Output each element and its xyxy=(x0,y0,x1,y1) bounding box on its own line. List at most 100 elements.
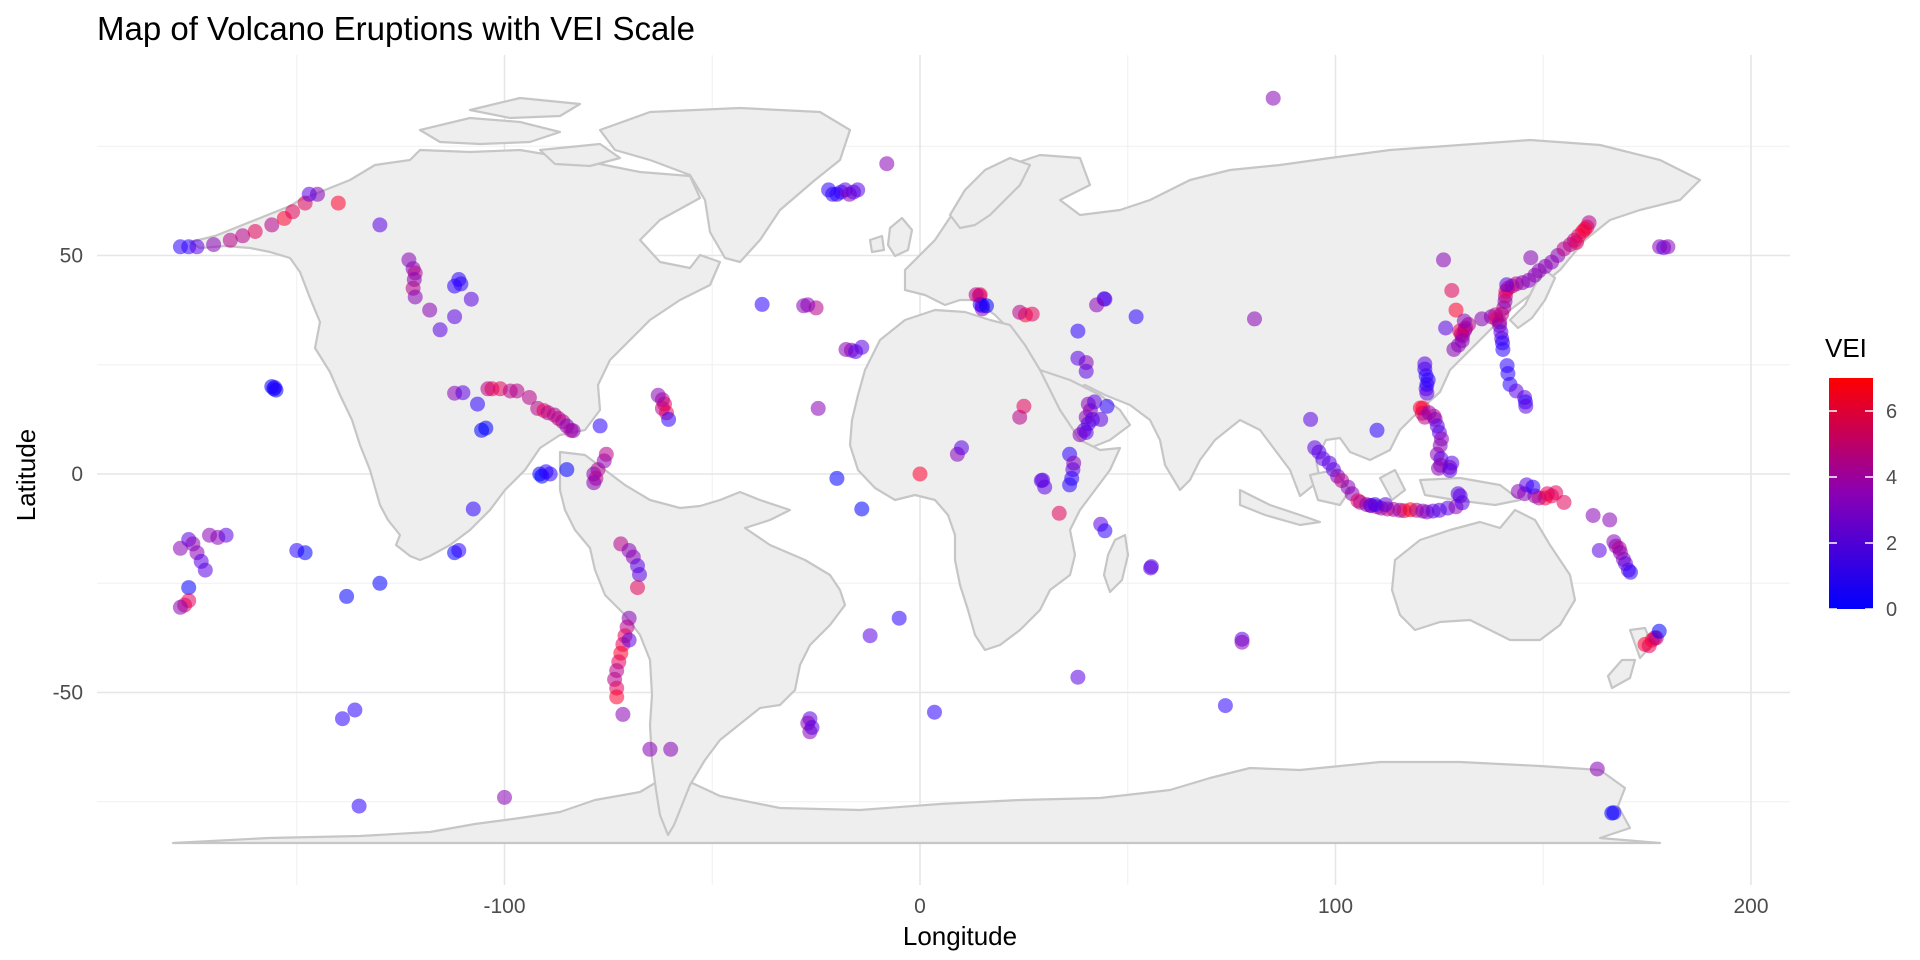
eruption-point xyxy=(1452,488,1468,504)
eruption-point xyxy=(1525,479,1541,495)
eruption-point xyxy=(661,411,677,427)
eruption-point xyxy=(451,543,467,558)
eruption-point xyxy=(615,706,631,722)
eruption-point xyxy=(1070,350,1086,366)
eruption-point xyxy=(206,237,222,253)
eruption-point xyxy=(754,296,770,312)
eruption-point xyxy=(642,741,658,757)
eruption-point xyxy=(1623,564,1638,580)
eruption-point xyxy=(810,400,826,416)
land-maritime-asia xyxy=(1238,468,1522,527)
eruption-point xyxy=(372,575,388,591)
eruption-point xyxy=(862,628,878,644)
eruption-point xyxy=(1591,543,1607,558)
eruption-point xyxy=(1438,320,1454,336)
eruption-point xyxy=(663,741,679,757)
eruption-point xyxy=(330,195,346,211)
legend-colorbar xyxy=(1829,378,1873,609)
land-north-america xyxy=(188,148,722,562)
eruption-point xyxy=(1577,221,1593,237)
x-tick-label: -100 xyxy=(483,895,525,918)
legend-ticks: 0 2 4 6 xyxy=(1829,401,1897,621)
legend-tick-label: 4 xyxy=(1886,467,1897,489)
eruption-point xyxy=(1444,283,1460,298)
eruption-point xyxy=(1369,422,1385,438)
y-tick-label: 50 xyxy=(60,245,83,268)
eruption-point xyxy=(800,297,816,313)
eruption-point xyxy=(297,545,313,561)
eruption-point xyxy=(478,420,494,436)
x-axis-title: Longitude xyxy=(903,921,1017,951)
eruption-point xyxy=(407,289,423,305)
eruption-point xyxy=(821,182,837,198)
eruption-point xyxy=(1234,634,1250,650)
eruption-point xyxy=(1016,398,1032,414)
eruption-point xyxy=(1087,394,1102,410)
eruption-point xyxy=(1589,761,1605,777)
eruption-point xyxy=(235,228,251,244)
land-south-america xyxy=(558,450,847,837)
eruption-point xyxy=(586,475,602,491)
eruption-point xyxy=(1078,425,1094,440)
eruption-point xyxy=(1604,805,1620,821)
y-axis-ticks: -50 0 50 xyxy=(53,245,83,705)
world-land xyxy=(171,96,1702,845)
eruption-point xyxy=(1093,411,1109,427)
eruption-point xyxy=(1431,460,1446,476)
legend: VEI 0 2 4 6 xyxy=(1825,333,1897,621)
eruption-point xyxy=(509,383,525,399)
land-antarctica xyxy=(171,760,1662,845)
eruption-point xyxy=(854,339,870,355)
eruption-point xyxy=(222,232,238,248)
eruption-point xyxy=(463,291,479,307)
land-africa xyxy=(848,308,1122,652)
eruption-point xyxy=(1062,477,1078,493)
eruption-point xyxy=(1089,297,1105,313)
eruption-point xyxy=(968,287,984,303)
eruption-point xyxy=(1377,497,1393,513)
eruption-point xyxy=(927,704,942,720)
eruption-point xyxy=(172,599,188,615)
eruption-point xyxy=(372,217,388,233)
eruption-point xyxy=(497,789,512,805)
land-greenland xyxy=(598,106,852,264)
eruption-point xyxy=(598,446,614,462)
eruption-point xyxy=(339,588,355,604)
eruption-point xyxy=(850,182,866,198)
eruption-point xyxy=(1303,411,1319,427)
eruption-point xyxy=(1265,90,1281,106)
eruption-point xyxy=(264,217,280,233)
land-australia xyxy=(1390,508,1577,642)
x-tick-label: 0 xyxy=(914,895,926,918)
eruption-point xyxy=(891,610,907,626)
eruption-point xyxy=(1099,398,1115,414)
eruption-point xyxy=(1363,498,1379,513)
eruption-point xyxy=(1651,623,1667,639)
eruption-point xyxy=(804,720,820,735)
y-tick-label: 0 xyxy=(71,463,83,486)
eruption-point xyxy=(1456,313,1472,329)
land-japan xyxy=(1508,268,1557,330)
eruption-point xyxy=(542,466,558,482)
eruption-point xyxy=(1518,398,1534,414)
eruption-point xyxy=(455,385,471,401)
eruption-point xyxy=(181,580,197,596)
land-arctic-islands xyxy=(418,96,622,168)
eruption-point xyxy=(1444,455,1460,471)
land-scandinavia xyxy=(948,156,1032,230)
eruption-point xyxy=(1569,234,1584,250)
eruption-point xyxy=(1012,304,1028,320)
eruption-point xyxy=(1097,523,1113,539)
eruption-point xyxy=(422,302,438,318)
eruption-point xyxy=(432,322,448,338)
eruption-point xyxy=(1602,512,1618,528)
eruption-point xyxy=(470,396,485,412)
eruption-point xyxy=(1078,363,1094,379)
legend-title: VEI xyxy=(1825,333,1867,363)
eruption-point xyxy=(453,276,469,292)
eruption-point xyxy=(1585,508,1601,523)
eruption-point xyxy=(267,380,283,395)
land-british-isles xyxy=(868,216,914,258)
eruption-point xyxy=(189,239,205,255)
